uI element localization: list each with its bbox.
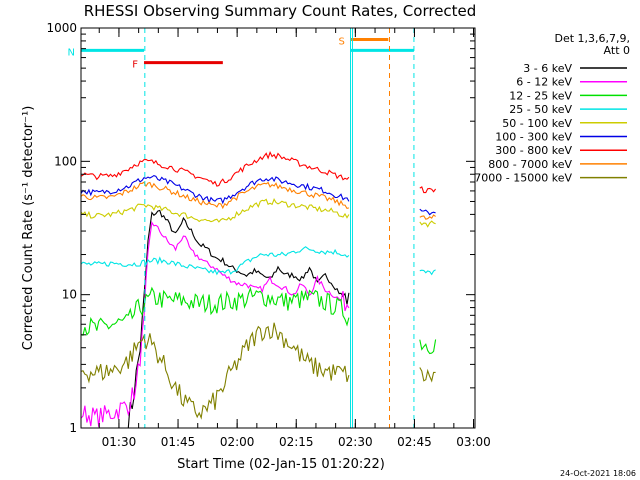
series-line-5: [80, 174, 350, 205]
series-line-3: [80, 246, 350, 276]
series-line-7: [419, 214, 436, 220]
y-tick-label: 1000: [46, 21, 77, 35]
series-line-5: [419, 208, 436, 216]
series-line-6: [80, 150, 350, 187]
series-line-3: [419, 269, 436, 276]
y-axis-label: Corrected Count Rate (s⁻¹ detector⁻¹): [21, 106, 36, 351]
plot-frame: [80, 27, 476, 429]
generation-date: 24-Oct-2021 18:06: [560, 469, 636, 478]
flag-label-1: F: [132, 60, 138, 71]
x-tick-label: 02:00: [220, 435, 255, 449]
y-tick-label: 1: [69, 421, 77, 435]
series-line-4: [80, 198, 350, 223]
legend-label-8: 7000 - 15000 keV: [474, 172, 572, 185]
legend-label-2: 12 - 25 keV: [509, 89, 572, 102]
x-axis: 01:30 01:45 02:00 02:15 02:30 02:45 03:00: [98, 28, 491, 449]
legend-label-7: 800 - 7000 keV: [488, 158, 572, 171]
x-tick-label: 03:00: [456, 435, 491, 449]
x-tick-label: 02:15: [279, 435, 314, 449]
legend-header-detectors: Det 1,3,6,7,9,: [554, 32, 630, 45]
y-tick-label: 10: [62, 288, 77, 302]
series-line-8: [419, 367, 436, 383]
legend-header-attenuator: Att 0: [604, 44, 630, 57]
series-line-2: [419, 339, 437, 355]
x-axis-label: Start Time (02-Jan-15 01:20:22): [177, 457, 385, 472]
legend-label-6: 300 - 800 keV: [495, 144, 572, 157]
legend-label-3: 25 - 50 keV: [509, 103, 572, 116]
series-line-6: [419, 186, 437, 194]
series-line-1: [80, 221, 350, 427]
chart-title: RHESSI Observing Summary Count Rates, Co…: [84, 2, 477, 20]
series-line-8: [80, 322, 350, 420]
series-line-4: [419, 220, 436, 228]
y-tick-label: 100: [54, 154, 77, 168]
series-line-0: [127, 209, 350, 428]
legend-label-1: 6 - 12 keV: [516, 76, 572, 89]
legend-label-4: 50 - 100 keV: [502, 117, 572, 130]
flag-label-2: S: [339, 36, 345, 47]
y-axis: 1 10 100 1000: [46, 21, 475, 435]
x-tick-label: 02:30: [338, 435, 373, 449]
legend-label-5: 100 - 300 keV: [495, 131, 572, 144]
legend-label-0: 3 - 6 keV: [523, 62, 572, 75]
x-tick-label: 01:30: [102, 435, 137, 449]
x-tick-label: 01:45: [161, 435, 196, 449]
x-tick-label: 02:45: [397, 435, 432, 449]
series-line-7: [80, 181, 350, 210]
series-line-2: [80, 286, 350, 336]
flag-label-0: N: [68, 47, 75, 58]
plot-area: N F S: [68, 28, 437, 428]
